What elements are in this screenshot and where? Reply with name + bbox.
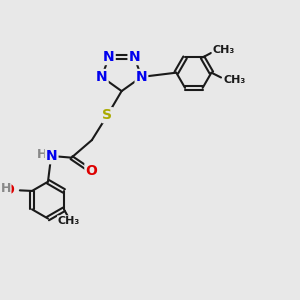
- Text: CH₃: CH₃: [212, 44, 235, 55]
- Text: CH₃: CH₃: [58, 216, 80, 226]
- Text: CH₃: CH₃: [223, 75, 245, 85]
- Text: N: N: [136, 70, 147, 84]
- Text: H: H: [1, 182, 11, 195]
- Text: O: O: [85, 164, 97, 178]
- Text: N: N: [96, 70, 108, 84]
- Text: H: H: [37, 148, 47, 161]
- Text: O: O: [2, 183, 14, 197]
- Text: N: N: [128, 50, 140, 64]
- Text: N: N: [103, 50, 115, 64]
- Text: N: N: [46, 149, 58, 163]
- Text: S: S: [103, 108, 112, 122]
